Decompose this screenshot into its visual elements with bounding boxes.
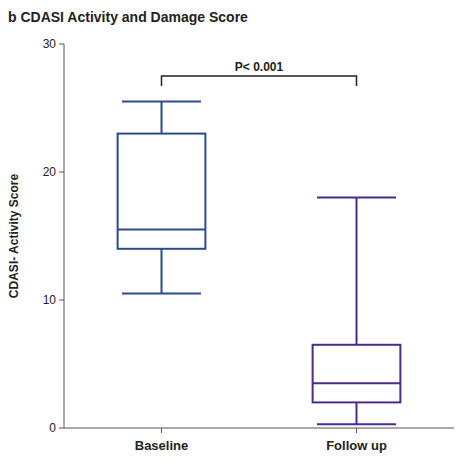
box-body: [118, 134, 206, 249]
x-tick: [161, 428, 162, 433]
y-tick-label: 20: [43, 165, 57, 179]
median-line: [313, 382, 401, 384]
annotation: P< 0.001: [235, 60, 284, 74]
x-tick-label: Follow up: [326, 438, 387, 453]
y-tick-label: 10: [43, 293, 57, 307]
plot-area: [118, 102, 401, 425]
y-tick-label: 0: [49, 421, 56, 435]
chart: b CDASI Activity and Damage Score 0 10 20 30…: [0, 0, 474, 474]
whisker-low: [356, 402, 358, 424]
y-axis-line: [64, 44, 65, 428]
y-tick-label: 30: [43, 37, 57, 51]
y-tick: [59, 172, 64, 173]
whisker-cap-high: [122, 101, 201, 103]
whisker-high: [356, 198, 358, 345]
x-axis: Baseline Follow up: [64, 428, 454, 453]
title: b CDASI Activity and Damage Score: [8, 9, 248, 25]
x-axis-line: [64, 428, 454, 429]
y-axis-label: CDASI- Activity Score: [7, 174, 21, 299]
y-tick: [59, 428, 64, 429]
whisker-low: [161, 249, 163, 294]
chart-container: b CDASI Activity and Damage Score 0 10 20 30…: [0, 0, 474, 474]
y-tick: [59, 44, 64, 45]
box-body: [313, 345, 401, 403]
significance-bracket: [162, 76, 357, 86]
x-tick-label: Baseline: [135, 438, 188, 453]
whisker-high: [161, 102, 163, 134]
y-tick: [59, 300, 64, 301]
box: [313, 198, 401, 425]
box: [118, 102, 206, 294]
whisker-cap-low: [317, 423, 396, 425]
x-tick: [356, 428, 357, 433]
median-line: [118, 229, 206, 231]
y-axis: 0 10 20 30: [43, 37, 64, 435]
whisker-cap-high: [317, 197, 396, 199]
whisker-cap-low: [122, 293, 201, 295]
